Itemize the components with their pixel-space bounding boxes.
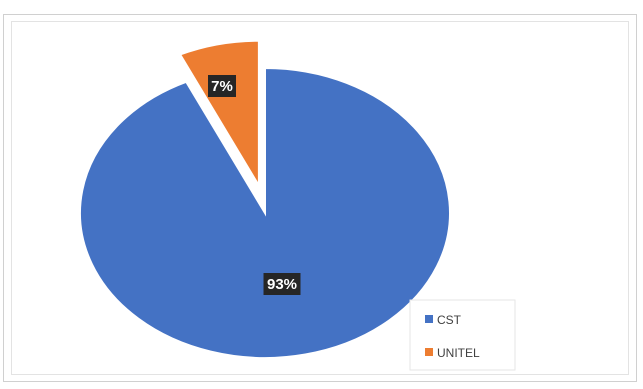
data-label-box <box>208 75 236 97</box>
pie-slice-unitel <box>178 39 260 190</box>
data-label-box <box>263 273 301 295</box>
pie-slice-cst <box>79 66 451 359</box>
legend-label-unitel: UNITEL <box>437 346 480 360</box>
chart-area <box>11 21 629 375</box>
data-label-unitel: 7% <box>208 75 236 97</box>
legend-swatch-unitel <box>425 348 433 356</box>
data-label-cst: 93% <box>263 273 301 295</box>
data-label-text: 7% <box>211 78 233 95</box>
data-label-text: 93% <box>267 276 297 293</box>
legend-swatch-cst <box>425 315 433 323</box>
legend-label-cst: CST <box>437 313 462 327</box>
legend-box <box>409 299 516 371</box>
legend: CST UNITEL <box>409 299 516 371</box>
